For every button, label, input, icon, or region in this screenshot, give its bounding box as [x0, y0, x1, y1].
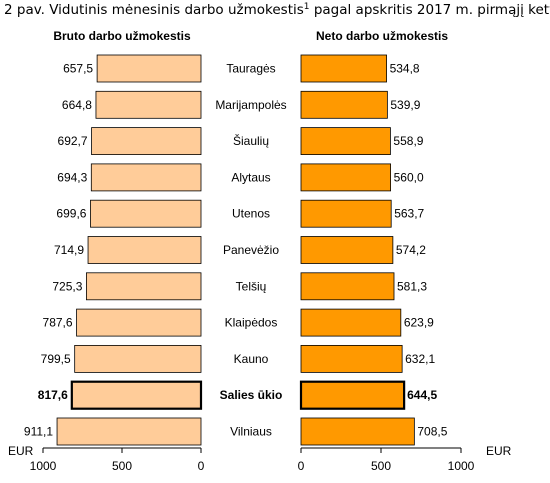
right-axis-tick-label-0: 0: [298, 459, 305, 473]
neto-value-label-row-6: 581,3: [397, 279, 427, 293]
neto-value-label-row-3: 560,0: [394, 170, 424, 184]
bruto-bar-row-2: [91, 127, 202, 155]
neto-value-label-row-9: 644,5: [407, 388, 437, 402]
category-label-row-5: Panevėžio: [223, 243, 279, 257]
neto-bar-row-9: [299, 380, 406, 410]
neto-value-label-row-8: 632,1: [405, 352, 435, 366]
bruto-value-label-row-4: 699,6: [56, 207, 86, 221]
neto-bar-row-8: [300, 344, 403, 373]
bruto-value-label-row-7: 787,6: [43, 316, 73, 330]
bruto-value-label-row-5: 714,9: [54, 243, 84, 257]
bruto-value-label-row-1: 664,8: [62, 98, 92, 112]
category-label-row-2: Šiaulių: [233, 133, 269, 148]
category-label-row-7: Klaipėdos: [225, 316, 278, 330]
bruto-value-label-row-3: 694,3: [57, 170, 87, 184]
neto-value-label-row-10: 708,5: [417, 425, 447, 439]
bruto-bar-row-0: [96, 54, 202, 83]
neto-bar-row-3: [300, 163, 391, 192]
bruto-value-label-row-2: 692,7: [58, 134, 88, 148]
neto-bar-row-2: [300, 127, 391, 155]
category-label-row-3: Alytaus: [231, 170, 270, 184]
right-axis-unit: EUR: [486, 444, 512, 458]
left-axis-tick-label-2: 0: [198, 459, 205, 473]
chart-title: 2 pav. Vidutinis mėnesinis darbo užmokes…: [4, 2, 550, 18]
left-series-header: Bruto darbo užmokestis: [53, 29, 191, 43]
category-label-row-10: Vilniaus: [230, 425, 272, 439]
neto-bar-row-5: [300, 236, 394, 264]
neto-value-label-row-0: 534,8: [390, 62, 420, 76]
right-axis-tick-label-2: 1000: [448, 459, 475, 473]
bruto-bar-row-9: [70, 380, 203, 410]
bruto-bar-row-1: [95, 90, 202, 119]
left-axis-unit: EUR: [8, 444, 34, 458]
neto-bar-row-4: [300, 199, 392, 228]
chart-title-text: 2 pav. Vidutinis mėnesinis darbo užmokes…: [4, 2, 304, 18]
neto-bar-row-10: [300, 417, 415, 446]
chart-title-footnote: 1: [303, 2, 310, 12]
neto-bar-row-7: [300, 308, 402, 337]
right-axis-tick-label-1: 500: [371, 459, 391, 473]
neto-value-label-row-1: 539,9: [390, 98, 420, 112]
bruto-bar-row-8: [74, 344, 202, 373]
bruto-value-label-row-0: 657,5: [63, 62, 93, 76]
bruto-bar-row-3: [90, 163, 202, 192]
bruto-bar-row-10: [56, 417, 202, 446]
category-label-row-0: Tauragės: [226, 62, 275, 76]
neto-value-label-row-2: 558,9: [393, 134, 423, 148]
bruto-bar-row-4: [90, 199, 202, 228]
category-label-row-1: Marijampolės: [215, 98, 286, 112]
category-label-row-8: Kauno: [234, 352, 269, 366]
category-label-row-9: Salies ūkio: [220, 388, 283, 402]
neto-value-label-row-7: 623,9: [404, 316, 434, 330]
bruto-value-label-row-8: 799,5: [41, 352, 71, 366]
neto-value-label-row-4: 563,7: [394, 207, 424, 221]
right-series-header: Neto darbo užmokestis: [316, 29, 448, 43]
left-axis-tick-label-0: 1000: [30, 459, 57, 473]
bruto-bar-row-7: [76, 308, 202, 337]
chart-title-suffix: pagal apskritis 2017 m. pirmąjį ketvirtį: [309, 2, 550, 18]
neto-bar-row-0: [300, 54, 387, 83]
bruto-value-label-row-9: 817,6: [38, 388, 68, 402]
neto-bar-row-1: [300, 90, 388, 119]
neto-bar-row-6: [300, 272, 395, 301]
bruto-value-label-row-10: 911,1: [24, 425, 53, 439]
left-axis-tick-label-1: 500: [112, 459, 132, 473]
bruto-bar-row-6: [86, 272, 202, 301]
bruto-bar-row-5: [87, 236, 202, 264]
category-label-row-6: Telšių: [236, 279, 267, 293]
neto-value-label-row-5: 574,2: [396, 243, 426, 257]
bruto-value-label-row-6: 725,3: [52, 279, 82, 293]
category-label-row-4: Utenos: [232, 207, 270, 221]
